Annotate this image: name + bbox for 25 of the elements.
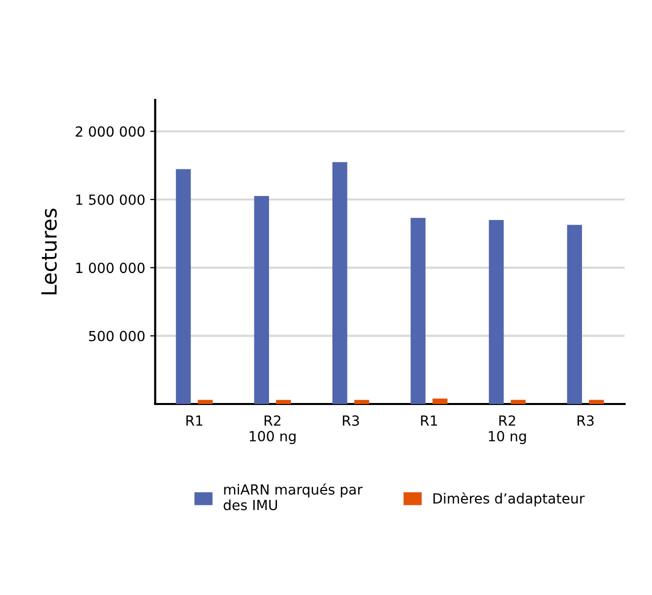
x-tick-label: R3	[578, 415, 594, 426]
bar	[510, 400, 526, 404]
bar	[488, 220, 504, 404]
bar	[198, 400, 213, 404]
bar	[432, 398, 448, 404]
bar	[589, 400, 604, 404]
bar	[176, 169, 191, 404]
x-tick-label: R2 100 ng	[250, 415, 296, 444]
x-tick-label: R1	[186, 416, 202, 426]
y-tick-label: 1 000 000	[76, 262, 145, 274]
bar	[410, 218, 426, 404]
bar	[254, 196, 270, 404]
x-tick-label: R1	[421, 416, 437, 426]
y-axis-title: Lectures	[41, 208, 57, 294]
y-tick-label: 2 000 000	[76, 126, 145, 137]
x-tick-label: R3	[342, 415, 359, 426]
legend-label: Dimères d’adaptateur	[433, 492, 585, 506]
bar	[332, 162, 348, 404]
legend-label: miARN marqués par des IMU	[224, 483, 363, 510]
bar	[276, 400, 291, 404]
x-tick-label: R2 10 ng	[488, 415, 526, 444]
y-tick-label: 1 500 000	[76, 194, 145, 205]
bar	[354, 400, 370, 404]
bar	[567, 224, 582, 404]
y-tick-label: 500 000	[89, 330, 145, 342]
